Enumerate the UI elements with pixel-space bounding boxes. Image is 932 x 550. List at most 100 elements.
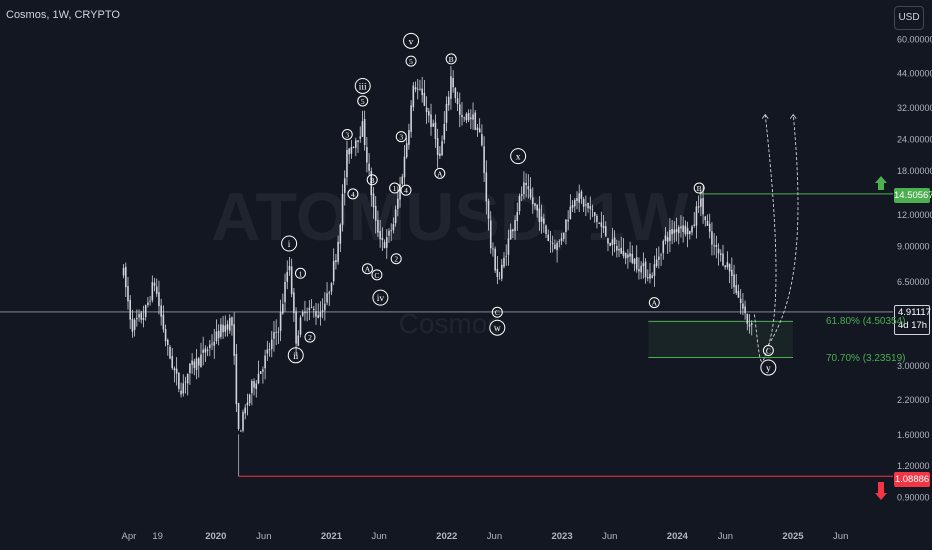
wave-label-text: 4	[351, 190, 355, 199]
candle-body	[244, 407, 247, 414]
candle-body	[547, 234, 550, 241]
candle-body	[635, 257, 638, 270]
candle-body	[299, 317, 302, 335]
candle-body	[416, 88, 419, 90]
candle-body	[472, 114, 474, 120]
candle-body	[719, 253, 722, 255]
candle-body	[346, 149, 348, 178]
candle-body	[436, 138, 439, 156]
candle-body	[239, 430, 242, 432]
currency-button[interactable]: USD	[894, 6, 924, 30]
wave-label-circle	[491, 306, 503, 318]
x-tick-label: 2023	[551, 531, 572, 542]
candle-body	[713, 245, 715, 247]
wave-label: x	[510, 148, 527, 165]
candle-body	[275, 331, 277, 333]
candle-body	[235, 353, 238, 405]
candle-body	[434, 122, 437, 139]
candle-body	[392, 224, 395, 231]
candle-body	[357, 140, 359, 142]
candle-body	[616, 246, 618, 251]
candle-body	[516, 211, 519, 222]
candle-body	[454, 88, 457, 99]
candle-body	[209, 344, 211, 349]
candle-body	[750, 323, 753, 325]
candle-body	[151, 282, 154, 301]
candle-body	[138, 314, 140, 318]
candle-body	[642, 263, 645, 267]
candle-body	[350, 147, 353, 154]
x-tick-label: 2024	[667, 531, 689, 542]
candle-body	[489, 220, 492, 249]
candle-body	[374, 205, 377, 221]
candle-body	[215, 331, 218, 342]
x-tick-label: 2020	[205, 531, 226, 542]
candle-body	[284, 281, 286, 303]
candle-body	[388, 230, 390, 236]
candle-body	[324, 303, 326, 311]
candle-body	[361, 121, 364, 137]
wave-label-text: 5	[409, 57, 413, 66]
candle-body	[717, 248, 720, 254]
wave-label: C	[762, 344, 774, 356]
wave-label-circle	[489, 319, 506, 336]
fib-level-label: 70.70% (3.23519)	[826, 353, 906, 364]
wave-label-circle	[445, 53, 457, 65]
wave-label-text: iv	[377, 294, 385, 304]
candle-body	[321, 310, 324, 312]
candle-body	[655, 259, 658, 267]
wave-label-circle	[347, 188, 359, 200]
candle-body	[251, 381, 253, 394]
candle-body	[182, 383, 185, 394]
countdown-value: 4d 17h	[898, 320, 928, 331]
wave-label-text: A	[437, 169, 443, 178]
candle-body	[538, 208, 541, 222]
candle-body	[523, 182, 525, 195]
candle-body	[337, 241, 339, 262]
y-tick-label: 1.20000	[897, 461, 930, 471]
candle-body	[706, 220, 709, 226]
candle-body	[520, 194, 523, 196]
wave-label: i	[281, 235, 298, 252]
candle-body	[158, 292, 160, 307]
candle-body	[315, 311, 317, 317]
candle-body	[248, 394, 251, 404]
candle-body	[343, 178, 346, 193]
candle-body	[153, 282, 156, 286]
candle-body	[728, 264, 731, 272]
candle-body	[618, 248, 620, 251]
candle-body	[633, 259, 636, 264]
wave-label-circle	[760, 359, 777, 376]
candle-body	[474, 112, 477, 130]
candle-body	[556, 243, 558, 250]
candle-body	[317, 315, 320, 318]
candle-body	[722, 253, 724, 266]
candle-body	[142, 318, 145, 320]
candle-body	[326, 293, 328, 303]
candle-body	[739, 298, 742, 303]
wave-label-circle	[294, 267, 306, 279]
candle-body	[669, 230, 671, 242]
candle-body	[518, 196, 521, 212]
candle-body	[279, 312, 282, 331]
candle-body	[695, 206, 698, 226]
candle-body	[611, 239, 614, 246]
x-tick-label: 2021	[321, 531, 343, 542]
candle-body	[195, 358, 198, 370]
candle-body	[551, 243, 554, 245]
wave-label: A	[648, 297, 660, 309]
wave-label: 4	[347, 188, 359, 200]
x-tick-label: Jun	[718, 531, 733, 542]
candle-body	[512, 229, 514, 232]
wave-label-circle	[648, 297, 660, 309]
candle-body	[569, 206, 572, 219]
candle-body	[478, 128, 481, 133]
x-tick-label: Jun	[833, 531, 848, 542]
wave-label-text: 3	[345, 130, 349, 139]
candle-body	[149, 300, 151, 302]
candle-body	[671, 229, 673, 235]
candle-body	[394, 209, 397, 224]
candle-body	[377, 219, 379, 233]
candle-body	[242, 412, 244, 431]
